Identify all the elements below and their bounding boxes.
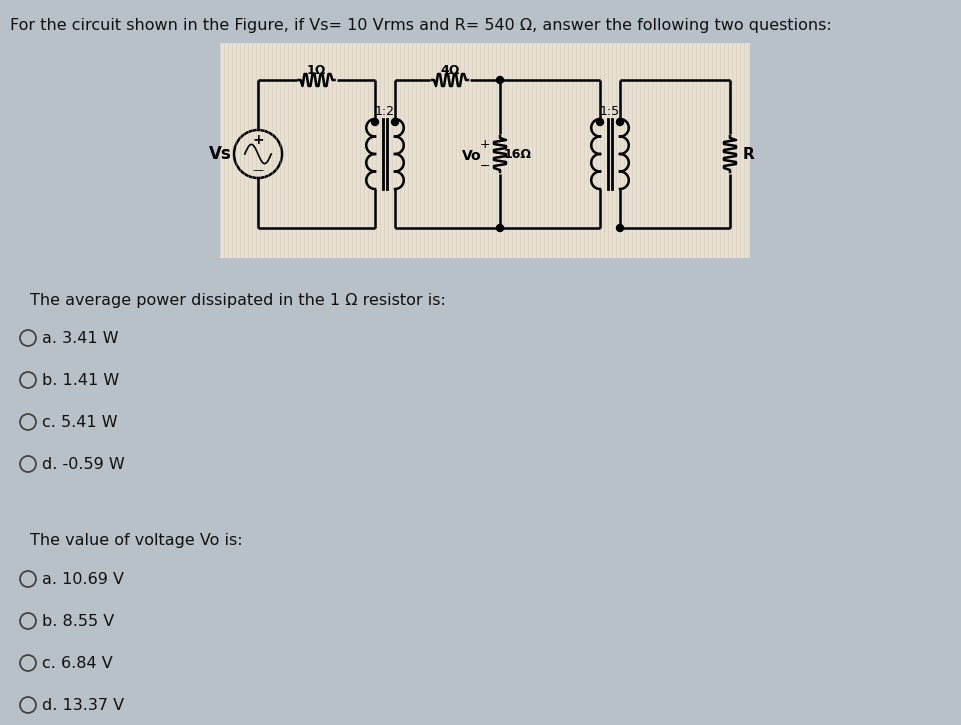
Text: 4Ω: 4Ω [440,64,459,77]
Text: 1Ω: 1Ω [307,64,326,77]
Text: c. 5.41 W: c. 5.41 W [42,415,117,429]
Circle shape [597,118,604,125]
Text: +: + [480,138,490,151]
Text: +: + [252,133,264,146]
Circle shape [497,77,504,83]
Text: 16Ω: 16Ω [504,147,532,160]
Text: b. 1.41 W: b. 1.41 W [42,373,119,387]
Text: The value of voltage Vo is:: The value of voltage Vo is: [30,534,242,549]
Text: The average power dissipated in the 1 Ω resistor is:: The average power dissipated in the 1 Ω … [30,292,446,307]
Text: d. -0.59 W: d. -0.59 W [42,457,125,471]
Text: 1:2: 1:2 [375,104,395,117]
Circle shape [617,225,624,231]
Text: b. 8.55 V: b. 8.55 V [42,613,114,629]
Circle shape [617,118,624,125]
Text: Vs: Vs [209,145,232,163]
Text: 1:5: 1:5 [600,104,620,117]
Text: d. 13.37 V: d. 13.37 V [42,697,124,713]
Circle shape [372,118,379,125]
Text: Vo: Vo [462,149,481,163]
Text: R: R [742,146,753,162]
Text: For the circuit shown in the Figure, if Vs= 10 Vrms and R= 540 Ω, answer the fol: For the circuit shown in the Figure, if … [10,17,832,33]
FancyBboxPatch shape [220,43,750,258]
Text: c. 6.84 V: c. 6.84 V [42,655,112,671]
Text: a. 3.41 W: a. 3.41 W [42,331,118,346]
Text: —: — [253,165,263,175]
Circle shape [391,118,399,125]
Circle shape [497,225,504,231]
Text: −: − [480,160,490,173]
Text: a. 10.69 V: a. 10.69 V [42,571,124,587]
